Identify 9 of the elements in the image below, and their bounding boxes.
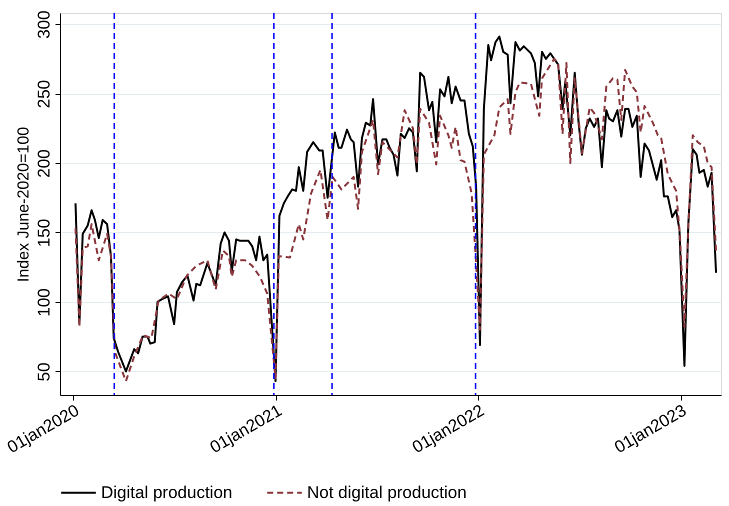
- legend-label: Digital production: [101, 482, 232, 502]
- y-tick-label: 150: [34, 218, 54, 248]
- y-tick-label: 200: [34, 149, 54, 178]
- y-tick-label: 50: [34, 362, 54, 382]
- y-axis-title: Index June-2020=100: [16, 126, 32, 282]
- y-tick-label: 250: [34, 80, 54, 108]
- legend-label: Not digital production: [307, 482, 467, 502]
- y-tick-label: 100: [34, 288, 54, 317]
- y-tick-label: 300: [34, 10, 54, 39]
